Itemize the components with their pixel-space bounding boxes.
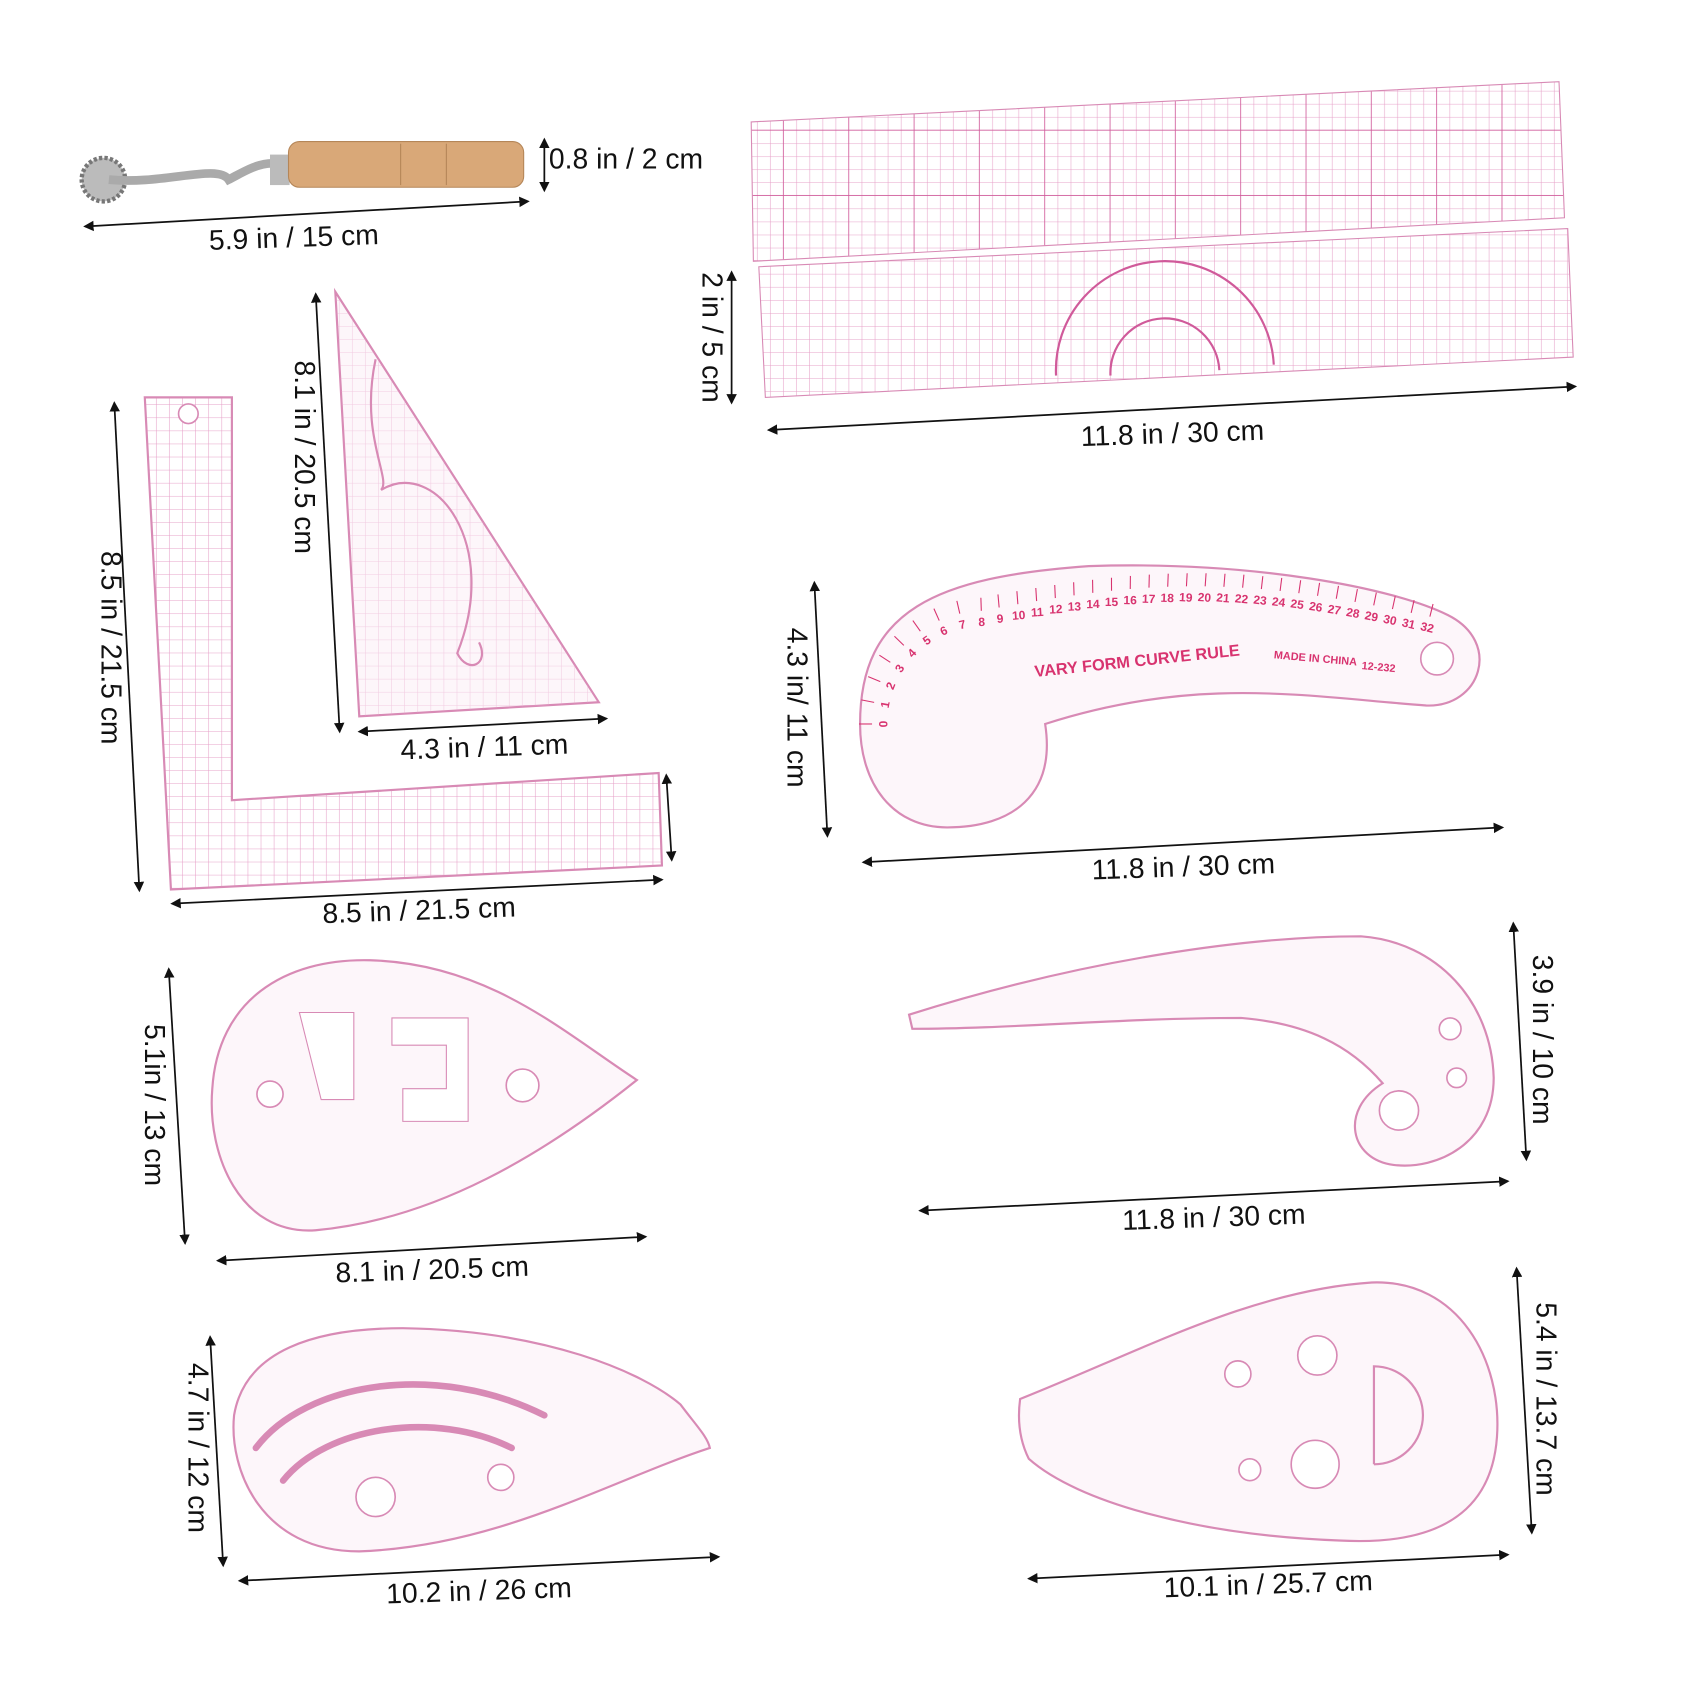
- paisley-ruler: 4.7 in / 12 cm 10.2 in / 26 cm: [182, 1327, 721, 1609]
- tracing-wheel: 0.8 in / 2 cm 5.9 in / 15 cm: [79, 137, 703, 256]
- scale-tick: [1054, 585, 1056, 599]
- height-label: 2 in / 5 cm: [696, 272, 728, 403]
- scale-number: 16: [1123, 593, 1137, 607]
- width-label: 11.8 in / 30 cm: [1080, 414, 1265, 452]
- width-label: 8.1 in / 20.5 cm: [335, 1250, 529, 1289]
- scale-tick: [1016, 591, 1019, 605]
- scale-number: 24: [1271, 594, 1286, 610]
- height-label: 4.3 in/ 11 cm: [781, 628, 813, 788]
- scale-number: 14: [1086, 597, 1100, 611]
- scale-tick: [956, 600, 961, 614]
- height-label: 5.1in / 13 cm: [139, 1024, 171, 1186]
- width-label: 5.9 in / 15 cm: [208, 218, 379, 256]
- scale-tick: [867, 676, 881, 683]
- hip-curve: 3.9 in / 10 cm 11.8 in / 30 cm: [907, 921, 1559, 1236]
- scale-number: 10: [1012, 608, 1027, 623]
- height-label: 8.1 in / 20.5 cm: [289, 361, 321, 554]
- scale-number: 32: [1419, 619, 1436, 636]
- scale-number: 2: [883, 680, 899, 692]
- triangle-ruler: 8.1 in / 20.5 cm 4.3 in / 11 cm: [289, 287, 609, 766]
- height-label: 0.8 in / 2 cm: [549, 143, 703, 175]
- scale-number: 31: [1401, 615, 1417, 632]
- long-rulers: 2 in / 5 cm 11.8 in / 30 cm: [696, 81, 1578, 452]
- scale-number: 15: [1105, 595, 1119, 609]
- width-label: 10.1 in / 25.7 cm: [1163, 1564, 1373, 1603]
- scale-number: 29: [1364, 608, 1380, 624]
- width-label: 10.2 in / 26 cm: [386, 1571, 573, 1609]
- scale-number: 12: [1049, 602, 1063, 617]
- scale-tick: [861, 699, 875, 703]
- content: 0.8 in / 2 cm 5.9 in / 15 cm 2 in / 5 cm…: [79, 81, 1578, 1609]
- scale-number: 9: [996, 611, 1004, 626]
- scale-tick: [1185, 573, 1188, 587]
- curve-rule: VARY FORM CURVE RULE MADE IN CHINA 12-23…: [781, 564, 1505, 885]
- scale-tick: [1167, 573, 1169, 587]
- scale-tick: [1429, 603, 1434, 617]
- scale-tick: [1260, 576, 1264, 590]
- scale-number: 1: [878, 700, 893, 710]
- scale-number: 30: [1382, 612, 1398, 629]
- l-square: 8.5 in / 21.5 cm 8.5 in / 21.5 cm: [95, 396, 677, 929]
- scale-tick: [997, 594, 1000, 608]
- scale-number: 27: [1327, 602, 1343, 618]
- scale-number: 26: [1308, 599, 1324, 615]
- height-label: 4.7 in / 12 cm: [182, 1363, 214, 1533]
- scale-number: 17: [1142, 592, 1156, 606]
- scale-tick: [933, 608, 940, 621]
- scale-tick: [1298, 580, 1302, 594]
- scale-number: 18: [1160, 591, 1174, 606]
- height-label: 8.5 in / 21.5 cm: [95, 551, 127, 744]
- scale-tick: [912, 620, 921, 632]
- scale-number: 21: [1216, 590, 1231, 605]
- scale-tick: [1035, 587, 1038, 602]
- scale-number: 19: [1179, 590, 1193, 605]
- scale-number: 8: [978, 615, 985, 629]
- scale-number: 22: [1234, 591, 1249, 606]
- scale-tick: [1354, 589, 1358, 603]
- scale-tick: [1204, 573, 1207, 587]
- scale-tick: [1391, 596, 1396, 610]
- scale-tick: [1223, 573, 1226, 587]
- height-label: 5.4 in / 13.7 cm: [1530, 1302, 1562, 1495]
- french-curve: 5.4 in / 13.7 cm 10.1 in / 25.7 cm: [1017, 1266, 1562, 1603]
- scale-tick: [1316, 582, 1321, 596]
- scale-tick: [1373, 592, 1377, 606]
- width-label: 8.5 in / 21.5 cm: [322, 890, 516, 929]
- scale-tick: [879, 654, 891, 663]
- scale-tick: [1279, 577, 1283, 592]
- height-label: 3.9 in / 10 cm: [1527, 955, 1559, 1125]
- scale-number: 11: [1031, 605, 1045, 620]
- scale-number: 25: [1290, 596, 1306, 612]
- teardrop-ruler: 5.1in / 13 cm 8.1 in / 20.5 cm: [139, 959, 648, 1289]
- scale-number: 13: [1068, 599, 1082, 613]
- scale-tick: [1410, 599, 1415, 613]
- width-label: 11.8 in / 30 cm: [1122, 1198, 1307, 1236]
- ruler-model: 12-232: [1361, 660, 1396, 675]
- scale-tick: [1242, 574, 1245, 588]
- scale-number: 20: [1197, 590, 1212, 605]
- scale-number: 7: [958, 617, 968, 632]
- width-label: 11.8 in / 30 cm: [1091, 847, 1276, 885]
- width-label: 4.3 in / 11 cm: [400, 728, 569, 766]
- scale-number: 0: [876, 720, 890, 727]
- scale-number: 28: [1345, 605, 1361, 621]
- scale-tick: [894, 635, 905, 646]
- scale-tick: [1335, 585, 1340, 599]
- scale-number: 23: [1253, 593, 1268, 608]
